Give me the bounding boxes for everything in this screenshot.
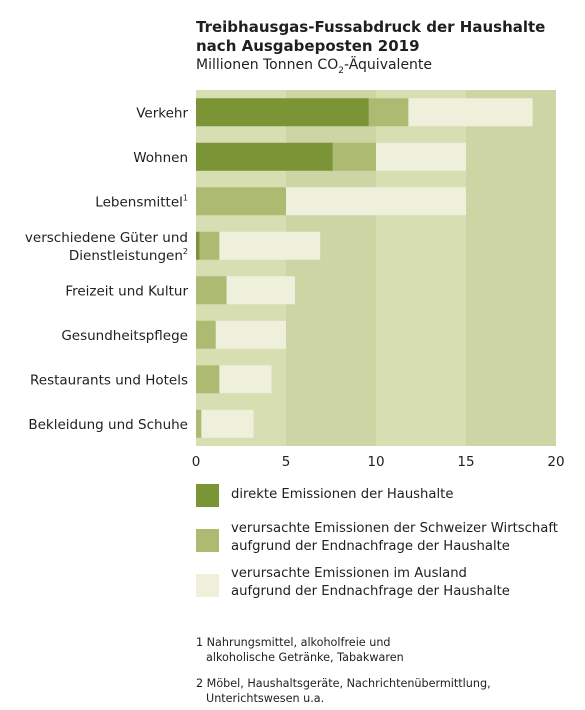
bar-segment-1-2 — [368, 98, 409, 127]
category-label-3: Lebensmittel1 — [95, 193, 188, 210]
bar-segment-5-2 — [196, 276, 227, 305]
category-label-6: Gesundheitspflege — [61, 328, 188, 344]
chart-title-line-1: Treibhausgas-Fussabdruck der Haushalte — [196, 18, 546, 36]
category-label-7: Restaurants und Hotels — [30, 372, 188, 388]
x-tick-label-20: 20 — [547, 454, 564, 470]
stacked-bar-chart: Verkehr Wohnen Lebensmittel1 verschiedene G… — [25, 90, 565, 470]
x-tick-label-15: 15 — [457, 454, 474, 470]
footnote-2: 2 Möbel, Haushaltsgeräte, Nachrichtenübe… — [196, 676, 491, 706]
subtitle-unit: Millionen Tonnen CO — [196, 57, 339, 73]
category-label-8: Bekleidung und Schuhe — [28, 417, 188, 433]
category-label-line: Gesundheitspflege — [61, 328, 188, 344]
legend-label-abroad-line-1: verursachte Emissionen im Ausland — [231, 566, 467, 581]
bar-segment-6-2 — [196, 320, 216, 349]
legend-swatch-direct — [196, 484, 219, 507]
bar-segment-1-3 — [408, 98, 533, 127]
bar-segment-7-2 — [196, 365, 220, 394]
legend-label-swiss-economy-line-1: verursachte Emissionen der Schweizer Wir… — [231, 521, 558, 536]
category-label-line: Wohnen — [133, 150, 188, 166]
bar-segment-4-1 — [196, 231, 200, 260]
legend-label-direct-line-1: direkte Emissionen der Haushalte — [231, 487, 454, 502]
subtitle-unit-suffix: -Äquivalente — [343, 57, 433, 73]
legend-label-swiss-economy: verursachte Emissionen der Schweizer Wir… — [231, 520, 558, 556]
chart-subtitle: Millionen Tonnen CO2-Äquivalente — [196, 56, 545, 81]
footnote-2-line-1: 2 Möbel, Haushaltsgeräte, Nachrichtenübe… — [196, 677, 491, 690]
footnote-1-line-1: 1 Nahrungsmittel, alkoholfreie und — [196, 636, 391, 649]
category-label-line: verschiedene Güter und — [25, 230, 188, 246]
category-label-line: Verkehr — [136, 105, 188, 121]
category-label-line: Freizeit und Kultur — [65, 283, 188, 299]
category-label-2: Wohnen — [133, 150, 188, 166]
x-tick-label-5: 5 — [282, 454, 291, 470]
bar-segment-6-3 — [215, 320, 286, 349]
bar-segment-7-3 — [219, 365, 272, 394]
background-band-4 — [466, 90, 556, 446]
bar-segment-2-1 — [196, 142, 333, 171]
category-label-line: Lebensmittel — [95, 194, 183, 210]
bar-segment-3-3 — [286, 187, 466, 216]
category-label-5: Freizeit und Kultur — [65, 283, 188, 299]
footnote-1: 1 Nahrungsmittel, alkoholfreie und alkoh… — [196, 635, 404, 665]
footnote-2-line-2: Unterichtswesen u.a. — [206, 692, 325, 705]
footnote-1-line-2: alkoholische Getränke, Tabakwaren — [206, 651, 404, 664]
legend-swatch-swiss-economy — [196, 529, 219, 552]
category-footnote-mark: 1 — [183, 193, 188, 202]
category-footnote-mark: 2 — [183, 247, 188, 256]
bar-segment-4-3 — [219, 231, 321, 260]
subtitle-unit-subscript: 2 — [338, 65, 344, 76]
bar-segment-2-2 — [332, 142, 376, 171]
legend-label-swiss-economy-line-2: aufgrund der Endnachfrage der Haushalte — [231, 539, 510, 554]
category-label-line: Bekleidung und Schuhe — [28, 417, 188, 433]
category-label-line: Dienstleistungen — [69, 248, 183, 264]
bar-segment-1-1 — [196, 98, 369, 127]
bar-segment-3-2 — [196, 187, 286, 216]
bar-segment-8-2 — [196, 409, 202, 438]
chart-title-block: Treibhausgas-Fussabdruck der Haushalte n… — [196, 18, 545, 81]
legend-swatch-abroad — [196, 574, 219, 597]
legend-label-abroad-line-2: aufgrund der Endnachfrage der Haushalte — [231, 584, 510, 599]
category-label-line: Restaurants und Hotels — [30, 372, 188, 388]
category-label-4: verschiedene Güter und Dienstleistungen2 — [25, 230, 188, 264]
x-tick-label-10: 10 — [367, 454, 384, 470]
bar-segment-4-2 — [199, 231, 220, 260]
category-label-1: Verkehr — [136, 105, 188, 121]
bar-segment-2-3 — [376, 142, 466, 171]
legend-label-direct: direkte Emissionen der Haushalte — [231, 486, 453, 504]
legend-label-abroad: verursachte Emissionen im Ausland aufgru… — [231, 565, 510, 601]
chart-title-line-2: nach Ausgabeposten 2019 — [196, 37, 420, 55]
x-tick-label-0: 0 — [192, 454, 201, 470]
bar-segment-8-3 — [201, 409, 254, 438]
bar-segment-5-3 — [226, 276, 295, 305]
